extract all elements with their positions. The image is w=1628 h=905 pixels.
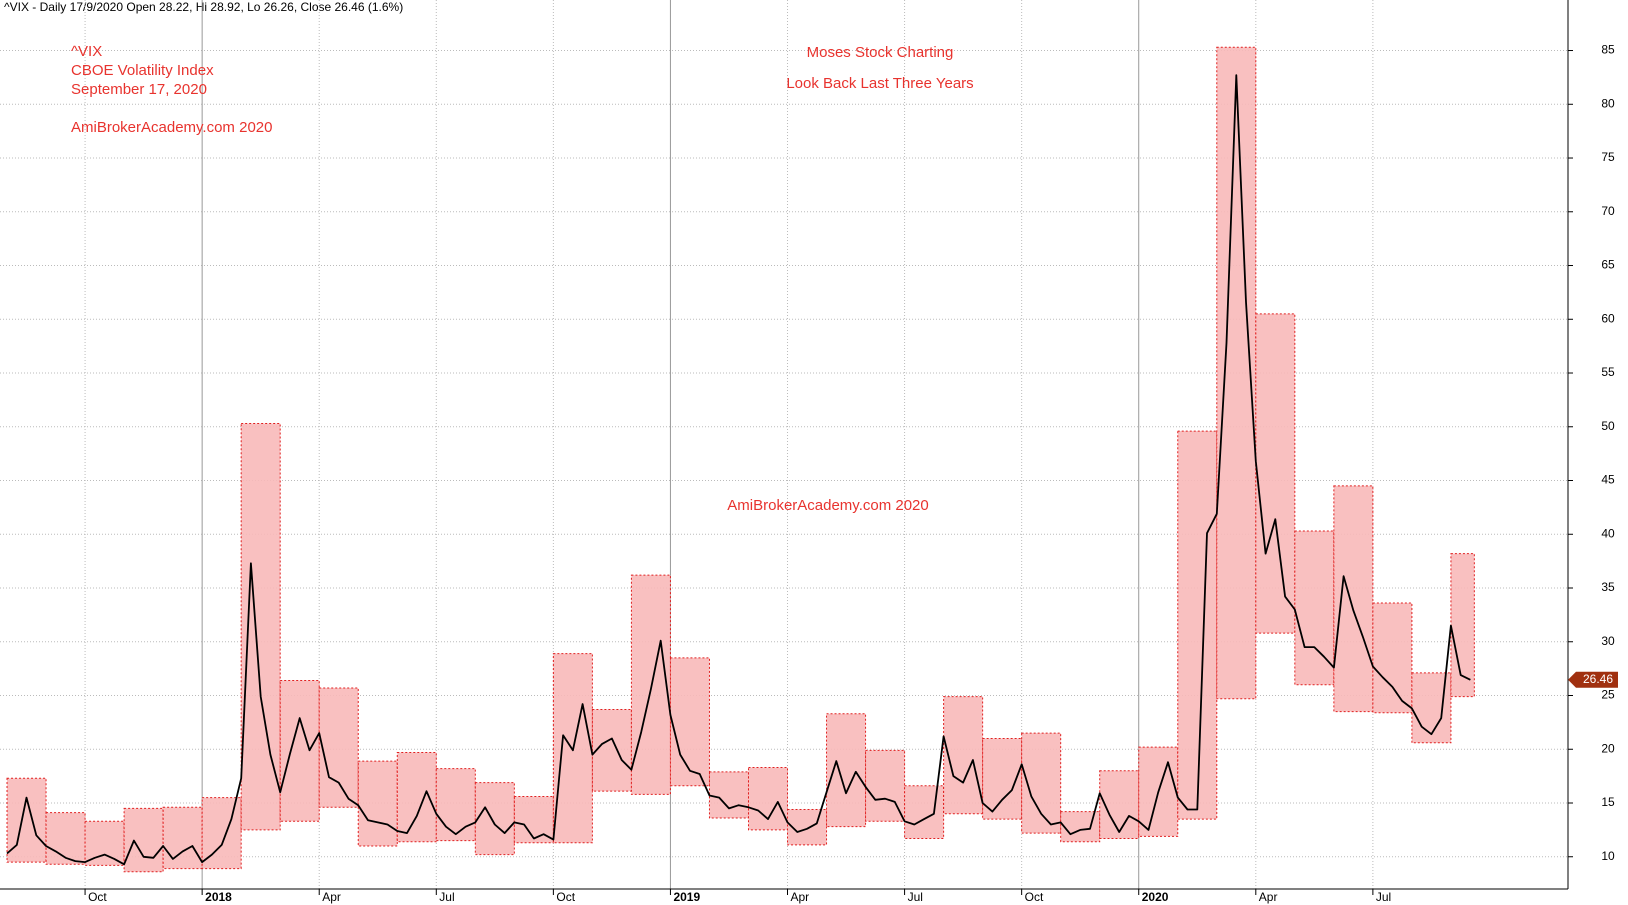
annotation: ^VIX <box>71 43 102 60</box>
range-box <box>826 713 867 828</box>
range-box <box>1411 672 1452 744</box>
range-box <box>318 687 359 808</box>
range-box <box>1333 485 1374 713</box>
y-tick-label: 55 <box>1601 365 1615 379</box>
range-box <box>1255 313 1296 634</box>
y-tick-label: 65 <box>1601 258 1615 272</box>
y-tick-label: 35 <box>1601 580 1615 594</box>
x-tick-label: 2020 <box>1142 890 1169 904</box>
y-tick-label: 70 <box>1601 204 1615 218</box>
range-box <box>943 696 984 815</box>
range-box <box>747 767 789 831</box>
y-tick-label: 15 <box>1601 795 1615 809</box>
y-tick-label: 40 <box>1601 526 1615 540</box>
range-box <box>474 782 515 856</box>
last-close-label: 26.46 <box>1583 672 1613 686</box>
y-tick-label: 25 <box>1601 688 1615 702</box>
x-tick-label: Jul <box>439 890 454 904</box>
y-tick-label: 30 <box>1601 634 1615 648</box>
range-box <box>435 768 476 842</box>
range-box <box>45 812 86 865</box>
range-box <box>396 751 437 843</box>
y-tick-label: 10 <box>1601 849 1615 863</box>
x-tick-label: 2019 <box>673 890 700 904</box>
annotation: Look Back Last Three Years <box>786 75 973 92</box>
range-box <box>1372 602 1413 714</box>
annotation: Moses Stock Charting <box>807 44 954 61</box>
x-tick-label: Oct <box>556 890 575 904</box>
range-box <box>904 785 945 839</box>
x-tick-label: Apr <box>322 890 341 904</box>
y-tick-label: 80 <box>1601 96 1615 110</box>
y-tick-label: 60 <box>1601 311 1615 325</box>
range-box <box>982 738 1023 820</box>
x-tick-label: 2018 <box>205 890 232 904</box>
x-tick-label: Jul <box>1376 890 1391 904</box>
range-box <box>669 657 710 787</box>
y-tick-label: 45 <box>1601 473 1615 487</box>
range-box <box>123 807 164 873</box>
range-box <box>84 820 125 866</box>
price-line <box>6 74 1471 866</box>
range-box <box>591 708 632 792</box>
range-box <box>1099 770 1140 839</box>
x-tick-label: Apr <box>1259 890 1278 904</box>
x-tick-label: Oct <box>88 890 107 904</box>
annotation: CBOE Volatility Index <box>71 62 214 79</box>
range-box <box>162 806 203 870</box>
chart-header: ^VIX - Daily 17/9/2020 Open 28.22, Hi 28… <box>4 0 403 14</box>
x-tick-label: Jul <box>908 890 923 904</box>
x-tick-label: Oct <box>1025 890 1044 904</box>
annotation: September 17, 2020 <box>71 81 207 98</box>
last-close-marker <box>1568 671 1618 688</box>
y-tick-label: 50 <box>1601 419 1615 433</box>
y-tick-label: 20 <box>1601 741 1615 755</box>
y-tick-label: 85 <box>1601 43 1615 57</box>
range-box <box>6 777 47 863</box>
range-box <box>1177 430 1218 820</box>
annotation: AmiBrokerAcademy.com 2020 <box>71 119 272 136</box>
x-tick-label: Apr <box>791 890 810 904</box>
range-box <box>279 679 320 822</box>
y-tick-label: 75 <box>1601 150 1615 164</box>
annotation: AmiBrokerAcademy.com 2020 <box>727 497 928 514</box>
range-box <box>708 771 749 819</box>
range-box <box>357 760 398 847</box>
